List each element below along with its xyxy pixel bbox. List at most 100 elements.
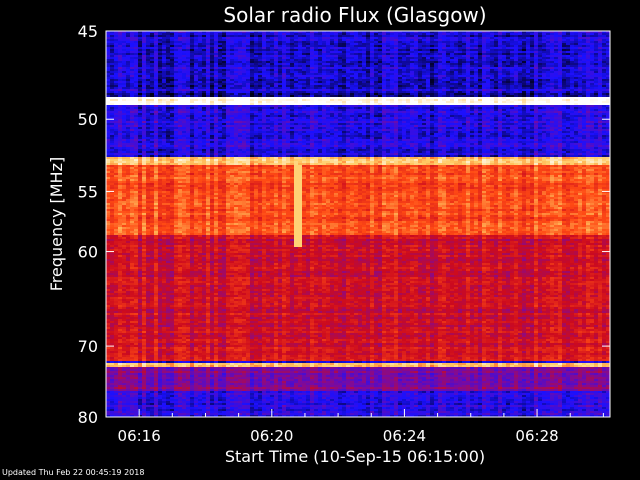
spectrogram-cell: [358, 37, 362, 39]
spectrogram-cell: [538, 35, 542, 37]
spectrogram-cell: [534, 45, 538, 47]
spectrogram-cell: [602, 93, 606, 95]
spectrogram-cell: [434, 59, 438, 61]
spectrogram-cell: [394, 31, 398, 33]
spectrogram-cell: [546, 87, 550, 89]
spectrogram-cell: [322, 83, 326, 85]
spectrogram-cell: [146, 33, 150, 35]
spectrogram-cell: [570, 39, 574, 41]
spectrogram-cell: [306, 85, 310, 87]
spectrogram-cell: [274, 89, 278, 91]
spectrogram-cell: [366, 91, 370, 93]
spectrogram-cell: [534, 61, 538, 63]
spectrogram-cell: [594, 103, 598, 105]
spectrogram-cell: [106, 99, 110, 101]
spectrogram-cell: [238, 59, 242, 61]
spectrogram-cell: [398, 67, 402, 69]
spectrogram-cell: [554, 31, 558, 33]
spectrogram-cell: [198, 49, 202, 51]
spectrogram-cell: [522, 99, 526, 101]
spectrogram-cell: [586, 81, 590, 83]
spectrogram-cell: [326, 107, 330, 109]
spectrogram-cell: [502, 105, 506, 107]
spectrogram-cell: [114, 35, 118, 37]
spectrogram-cell: [106, 57, 110, 59]
spectrogram-cell: [582, 45, 586, 47]
spectrogram-cell: [538, 77, 542, 79]
spectrogram-cell: [454, 89, 458, 91]
spectrogram-cell: [190, 67, 194, 69]
spectrogram-cell: [482, 83, 486, 85]
spectrogram-cell: [542, 33, 546, 35]
spectrogram-cell: [442, 65, 446, 67]
spectrogram-cell: [534, 51, 538, 53]
spectrogram-cell: [354, 53, 358, 55]
spectrogram-cell: [254, 71, 258, 73]
spectrogram-cell: [182, 65, 186, 67]
spectrogram-cell: [154, 71, 158, 73]
spectrogram-cell: [590, 51, 594, 53]
spectrogram-cell: [290, 53, 294, 55]
spectrogram-cell: [306, 91, 310, 93]
spectrogram-cell: [418, 33, 422, 35]
spectrogram-cell: [486, 93, 490, 95]
spectrogram-cell: [550, 37, 554, 39]
spectrogram-cell: [246, 109, 250, 111]
spectrogram-cell: [514, 93, 518, 95]
spectrogram-cell: [138, 103, 142, 105]
spectrogram-cell: [186, 99, 190, 101]
spectrogram-cell: [178, 73, 182, 75]
spectrogram-cell: [530, 91, 534, 93]
spectrogram-cell: [570, 75, 574, 77]
spectrogram-cell: [522, 35, 526, 37]
spectrogram-cell: [202, 101, 206, 103]
spectrogram-cell: [166, 91, 170, 93]
spectrogram-cell: [146, 87, 150, 89]
spectrogram-cell: [554, 85, 558, 87]
spectrogram-cell: [426, 67, 430, 69]
spectrogram-cell: [298, 105, 302, 107]
spectrogram-cell: [130, 105, 134, 107]
spectrogram-cell: [326, 91, 330, 93]
spectrogram-cell: [294, 85, 298, 87]
spectrogram-cell: [126, 99, 130, 101]
spectrogram-cell: [370, 97, 374, 99]
spectrogram-cell: [550, 101, 554, 103]
spectrogram-cell: [582, 83, 586, 85]
spectrogram-cell: [134, 95, 138, 97]
spectrogram-cell: [334, 91, 338, 93]
spectrogram-cell: [314, 83, 318, 85]
spectrogram-cell: [486, 75, 490, 77]
spectrogram-cell: [242, 69, 246, 71]
spectrogram-cell: [506, 31, 510, 33]
spectrogram-cell: [558, 35, 562, 37]
spectrogram-cell: [418, 57, 422, 59]
spectrogram-cell: [114, 95, 118, 97]
spectrogram-cell: [430, 105, 434, 107]
spectrogram-cell: [182, 85, 186, 87]
spectrogram-cell: [270, 59, 274, 61]
spectrogram-cell: [590, 37, 594, 39]
spectrogram-cell: [346, 79, 350, 81]
spectrogram-cell: [526, 77, 530, 79]
spectrogram-cell: [598, 69, 602, 71]
spectrogram-cell: [182, 37, 186, 39]
spectrogram-cell: [146, 89, 150, 91]
spectrogram-cell: [146, 39, 150, 41]
spectrogram-cell: [150, 79, 154, 81]
spectrogram-cell: [286, 39, 290, 41]
spectrogram-cell: [606, 65, 610, 67]
spectrogram-cell: [434, 47, 438, 49]
spectrogram-cell: [346, 69, 350, 71]
spectrogram-cell: [406, 55, 410, 57]
spectrogram-cell: [370, 79, 374, 81]
spectrogram-cell: [470, 55, 474, 57]
spectrogram-cell: [338, 109, 342, 111]
spectrogram-cell: [586, 45, 590, 47]
spectrogram-cell: [182, 49, 186, 51]
spectrogram-cell: [458, 87, 462, 89]
spectrogram-cell: [594, 51, 598, 53]
spectrogram-cell: [366, 53, 370, 55]
spectrogram-cell: [534, 89, 538, 91]
spectrogram-cell: [346, 51, 350, 53]
